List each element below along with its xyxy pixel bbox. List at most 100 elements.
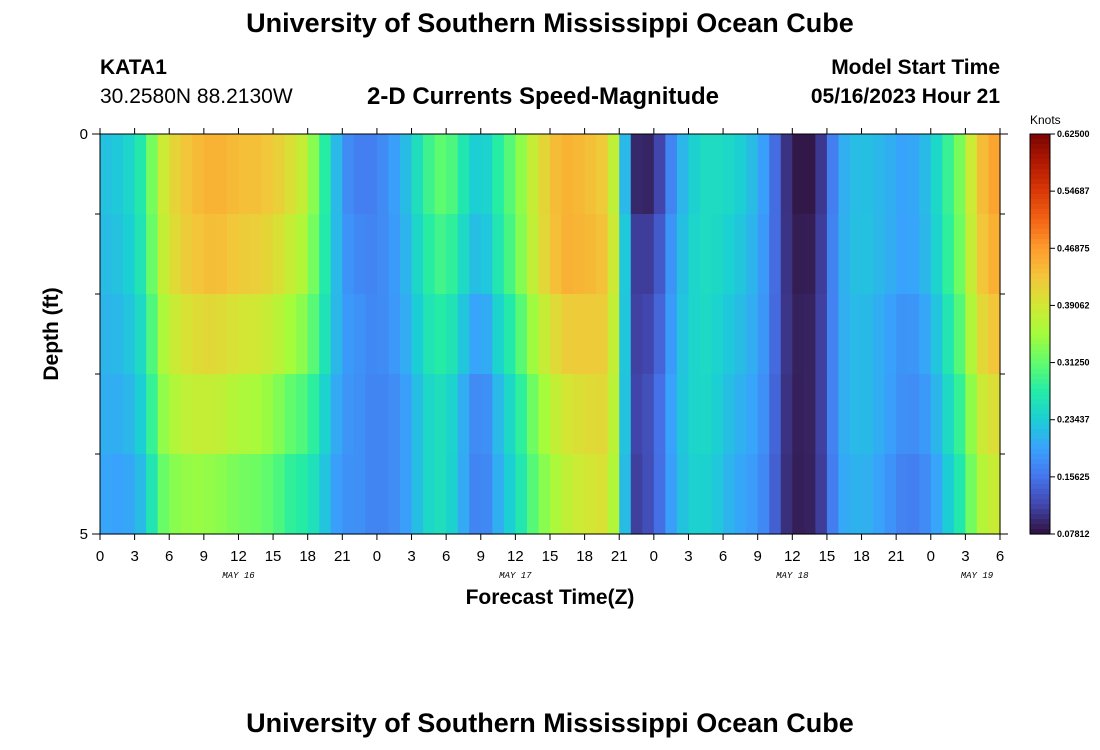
heatmap-cell bbox=[838, 134, 851, 215]
heatmap-cell bbox=[515, 294, 528, 375]
heatmap-cell bbox=[676, 294, 690, 375]
heatmap-cell bbox=[607, 214, 620, 295]
heatmap-cell bbox=[988, 214, 1001, 295]
x-tick-label: 6 bbox=[442, 548, 450, 565]
heatmap-cell bbox=[319, 454, 332, 535]
heatmap-cell bbox=[146, 294, 159, 375]
heatmap-cell bbox=[446, 374, 459, 455]
heatmap-cell bbox=[965, 294, 978, 375]
heatmap-cell bbox=[873, 454, 886, 535]
heatmap-cell bbox=[446, 294, 459, 375]
heatmap-cell bbox=[976, 134, 990, 215]
heatmap-cell bbox=[653, 374, 666, 455]
heatmap-cell bbox=[723, 374, 736, 455]
heatmap-cell bbox=[157, 294, 170, 375]
colorbar-swatch bbox=[1030, 199, 1050, 205]
heatmap-cell bbox=[942, 134, 955, 215]
heatmap-cell bbox=[296, 134, 309, 215]
colorbar-swatch bbox=[1030, 429, 1050, 435]
heatmap-cell bbox=[492, 294, 505, 375]
heatmap-cell bbox=[723, 134, 736, 215]
colorbar-swatch bbox=[1030, 294, 1050, 300]
heatmap-cell bbox=[757, 374, 770, 455]
heatmap-cell bbox=[376, 294, 390, 375]
x-tick-label: 21 bbox=[611, 548, 628, 565]
colorbar-swatch bbox=[1030, 409, 1050, 415]
colorbar-swatch bbox=[1030, 489, 1050, 495]
heatmap-cell bbox=[815, 134, 828, 215]
heatmap-cell bbox=[780, 374, 793, 455]
heatmap-cell bbox=[492, 134, 505, 215]
colorbar-swatch bbox=[1030, 309, 1050, 315]
heatmap-cell bbox=[965, 214, 978, 295]
x-tick-label: 21 bbox=[888, 548, 905, 565]
heatmap-cell bbox=[861, 134, 874, 215]
heatmap-cell bbox=[607, 454, 620, 535]
heatmap-cell bbox=[469, 454, 482, 535]
heatmap-cell bbox=[226, 214, 240, 295]
colorbar-swatch bbox=[1030, 369, 1050, 375]
x-tick-label: 18 bbox=[576, 548, 593, 565]
heatmap-cell bbox=[826, 454, 840, 535]
colorbar-swatch bbox=[1030, 359, 1050, 365]
heatmap-cell bbox=[261, 294, 274, 375]
heatmap-cell bbox=[861, 374, 874, 455]
colorbar: 0.62500 0.54687 0.46875 0.39062 0.31250 0.234… bbox=[1029, 129, 1090, 539]
heatmap-cell bbox=[919, 374, 932, 455]
colorbar-swatch bbox=[1030, 144, 1050, 150]
heatmap-cell bbox=[180, 454, 193, 535]
heatmap-cell bbox=[100, 294, 113, 375]
heatmap-cell bbox=[815, 374, 828, 455]
colorbar-swatch bbox=[1030, 269, 1050, 275]
heatmap-cell bbox=[907, 214, 920, 295]
heatmap-cell bbox=[238, 214, 251, 295]
heatmap-cell bbox=[630, 134, 643, 215]
heatmap-cell bbox=[688, 134, 701, 215]
heatmap-cell bbox=[976, 374, 990, 455]
x-axis-title: Forecast Time(Z) bbox=[466, 586, 635, 609]
heatmap-cell bbox=[250, 374, 263, 455]
colorbar-swatch bbox=[1030, 194, 1050, 200]
heatmap-cell bbox=[953, 214, 966, 295]
heatmap-cell bbox=[123, 294, 136, 375]
heatmap-cell bbox=[861, 214, 874, 295]
heatmap-cell bbox=[365, 454, 378, 535]
heatmap-cell bbox=[884, 374, 897, 455]
heatmap-cell bbox=[515, 454, 528, 535]
heatmap-cell bbox=[342, 454, 355, 535]
heatmap-cell bbox=[619, 214, 632, 295]
heatmap-cell bbox=[942, 294, 955, 375]
colorbar-swatch bbox=[1030, 494, 1050, 500]
x-tick-label: 15 bbox=[819, 548, 836, 565]
heatmap-cell bbox=[123, 134, 136, 215]
station-id: KATA1 bbox=[100, 56, 167, 79]
heatmap-cell bbox=[250, 134, 263, 215]
heatmap-cell bbox=[146, 374, 159, 455]
heatmap-cell bbox=[653, 294, 666, 375]
heatmap-cell bbox=[226, 454, 240, 535]
heatmap-cell bbox=[803, 374, 816, 455]
heatmap-cell bbox=[307, 134, 320, 215]
heatmap-cell bbox=[480, 294, 493, 375]
heatmap-cell bbox=[953, 294, 966, 375]
colorbar-swatch bbox=[1030, 364, 1050, 370]
heatmap-cell bbox=[169, 374, 182, 455]
heatmap-cell bbox=[561, 214, 574, 295]
colorbar-swatch bbox=[1030, 514, 1050, 520]
heatmap-cell bbox=[434, 134, 447, 215]
colorbar-swatch bbox=[1030, 184, 1050, 190]
colorbar-swatch bbox=[1030, 439, 1050, 445]
heatmap-cell bbox=[515, 214, 528, 295]
colorbar-tick-label: 0.15625 bbox=[1057, 472, 1090, 482]
colorbar-swatch bbox=[1030, 224, 1050, 230]
day-label: MAY 18 bbox=[776, 571, 809, 581]
heatmap-cell bbox=[573, 454, 586, 535]
heatmap-cell bbox=[688, 214, 701, 295]
colorbar-swatch bbox=[1030, 384, 1050, 390]
heatmap-cell bbox=[411, 214, 424, 295]
heatmap-cell bbox=[434, 294, 447, 375]
colorbar-swatch bbox=[1030, 474, 1050, 480]
colorbar-swatch bbox=[1030, 389, 1050, 395]
heatmap-cell bbox=[469, 294, 482, 375]
heatmap-cell bbox=[353, 134, 366, 215]
